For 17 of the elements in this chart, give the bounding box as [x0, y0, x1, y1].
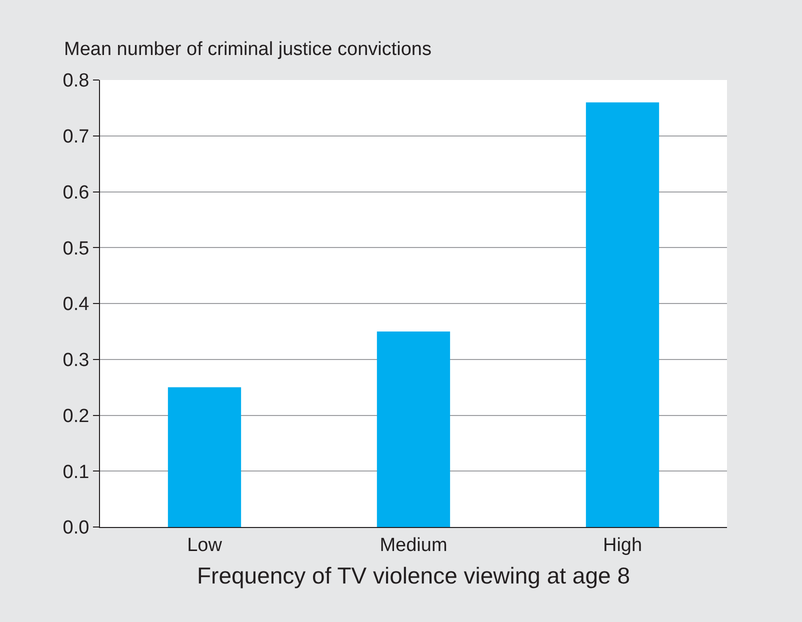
y-tick-label: 0.4	[62, 294, 90, 316]
y-tick-label: 0.6	[62, 182, 90, 204]
bar	[168, 387, 242, 527]
y-axis-title: Mean number of criminal justice convictions	[64, 39, 432, 60]
y-tick-label: 0.1	[62, 462, 90, 483]
x-axis-title: Frequency of TV violence viewing at age 8	[197, 562, 630, 588]
bar	[586, 102, 660, 527]
x-tick-label: Low	[187, 534, 222, 556]
bar	[376, 331, 450, 527]
y-tick-label: 0.5	[62, 238, 90, 260]
x-tick-label: High	[602, 534, 642, 556]
y-tick-label: 0.2	[62, 406, 90, 427]
y-tick-label: 0.0	[62, 518, 90, 539]
x-tick-label: Medium	[380, 534, 448, 556]
y-tick-label: 0.3	[62, 350, 90, 372]
y-tick-label: 0.8	[62, 70, 90, 92]
y-tick-label: 0.7	[62, 126, 90, 148]
